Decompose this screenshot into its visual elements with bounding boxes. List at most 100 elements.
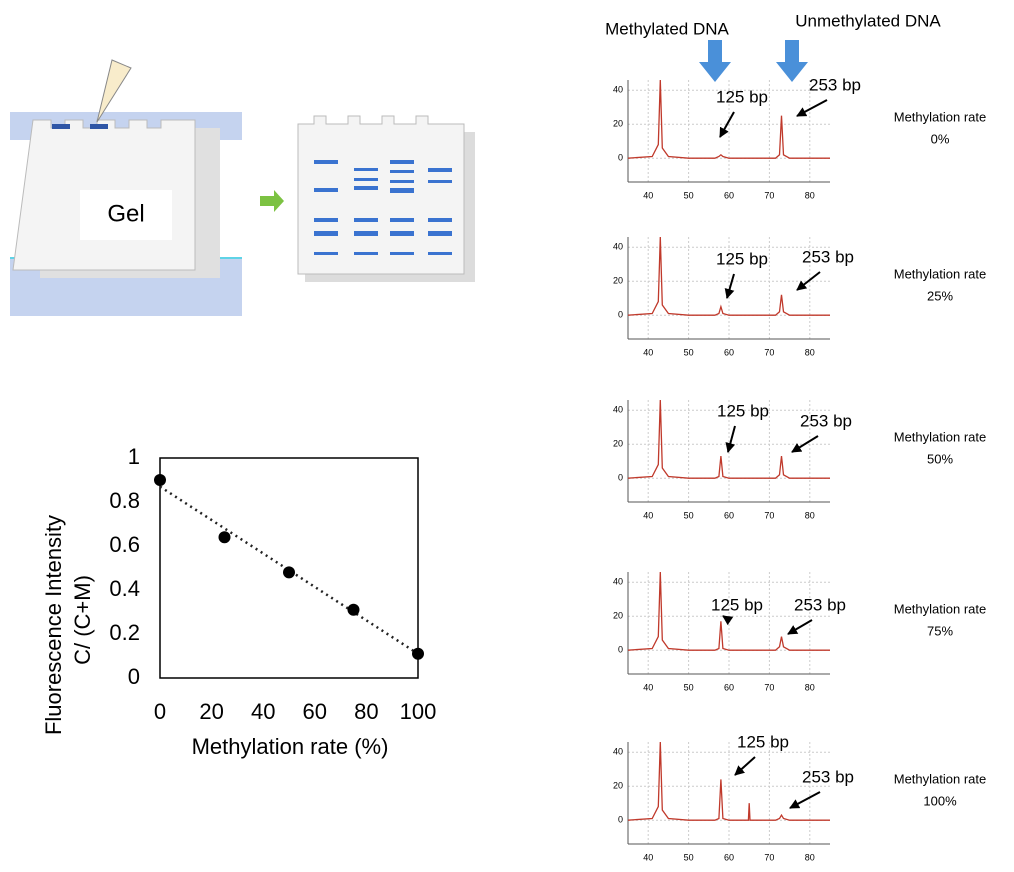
y-tick-label: 0.2 xyxy=(109,620,140,645)
x-tick-label: 40 xyxy=(643,852,653,862)
y-tick-label: 40 xyxy=(613,85,623,95)
y-tick-label: 0 xyxy=(618,153,623,163)
y-tick-label: 1 xyxy=(128,444,140,469)
y-axis-label: Fluorescence Intensity xyxy=(41,515,66,735)
side-label: 50% xyxy=(927,451,953,466)
x-tick-label: 40 xyxy=(643,347,653,357)
trace xyxy=(627,236,830,316)
y-tick-label: 40 xyxy=(613,577,623,587)
charts: 0 20 40 60 80 100 0 0.2 0.4 0.6 0.8 1 Methylation ra… xyxy=(41,75,986,862)
x-axis-label: Methylation rate (%) xyxy=(192,734,389,759)
y-tick-label: 0.6 xyxy=(109,532,140,557)
methylated-arrow xyxy=(699,40,731,82)
y-tick-label: 0.8 xyxy=(109,488,140,513)
gel-illustration: Gel xyxy=(10,59,475,316)
side-label: Methylation rate xyxy=(894,601,987,616)
y-tick-label: 0 xyxy=(618,310,623,320)
x-tick-label: 50 xyxy=(684,682,694,692)
x-tick-label: 70 xyxy=(764,852,774,862)
side-label: Methylation rate xyxy=(894,266,987,281)
trace xyxy=(627,79,830,159)
y-tick-label: 40 xyxy=(613,242,623,252)
peak-label: 125 bp xyxy=(711,595,763,614)
trace xyxy=(627,571,830,651)
x-tick-label: 100 xyxy=(400,699,437,724)
peak-label: 125 bp xyxy=(717,401,769,420)
peak-label: 125 bp xyxy=(716,87,768,106)
unmethylated-label: Unmethylated DNA xyxy=(795,11,941,30)
side-label: 75% xyxy=(927,623,953,638)
peak-arrow xyxy=(734,756,756,776)
peak-label: 253 bp xyxy=(800,411,852,430)
peak-label: 253 bp xyxy=(802,247,854,266)
y-tick-label: 0 xyxy=(618,645,623,655)
x-tick-label: 0 xyxy=(154,699,166,724)
y-tick-label: 20 xyxy=(613,611,623,621)
x-tick-label: 70 xyxy=(764,190,774,200)
y-tick-label: 20 xyxy=(613,119,623,129)
x-tick-label: 60 xyxy=(724,347,734,357)
peak-arrow xyxy=(796,99,828,117)
x-tick-label: 50 xyxy=(684,852,694,862)
plot-frame xyxy=(159,457,419,679)
y-tick-label: 0 xyxy=(128,664,140,689)
trace xyxy=(627,741,830,821)
x-tick-label: 70 xyxy=(764,510,774,520)
data-point xyxy=(283,566,295,579)
peak-label: 253 bp xyxy=(809,75,861,94)
side-label: Methylation rate xyxy=(894,109,987,124)
x-tick-label: 80 xyxy=(805,852,815,862)
peak-arrow xyxy=(724,273,735,299)
peak-arrow xyxy=(719,111,735,138)
x-tick-label: 40 xyxy=(643,682,653,692)
peak-arrow xyxy=(791,435,819,453)
x-tick-label: 60 xyxy=(724,190,734,200)
x-tick-label: 70 xyxy=(764,347,774,357)
x-tick-label: 40 xyxy=(251,699,275,724)
x-tick-label: 80 xyxy=(805,682,815,692)
x-tick-label: 60 xyxy=(724,510,734,520)
side-label: 100% xyxy=(923,793,957,808)
x-tick-label: 80 xyxy=(805,510,815,520)
y-tick-label: 0.4 xyxy=(109,576,140,601)
x-tick-label: 80 xyxy=(805,190,815,200)
peak-arrow xyxy=(796,271,821,291)
x-tick-label: 60 xyxy=(724,682,734,692)
y-tick-label: 0 xyxy=(618,473,623,483)
side-label: Methylation rate xyxy=(894,429,987,444)
data-point xyxy=(218,531,231,544)
x-tick-label: 40 xyxy=(643,190,653,200)
y-tick-label: 20 xyxy=(613,439,623,449)
methylated-label: Methylated DNA xyxy=(605,19,729,38)
x-tick-label: 80 xyxy=(354,699,378,724)
data-point xyxy=(154,474,166,486)
peak-arrow xyxy=(789,791,821,809)
x-tick-label: 40 xyxy=(643,510,653,520)
trace xyxy=(627,399,830,479)
x-tick-label: 70 xyxy=(764,682,774,692)
x-tick-label: 60 xyxy=(303,699,327,724)
x-tick-label: 20 xyxy=(199,699,223,724)
y-axis-label: C/ (C+M) xyxy=(70,575,95,665)
gel-label: Gel xyxy=(107,200,144,227)
data-point xyxy=(347,603,360,616)
y-tick-label: 40 xyxy=(613,747,623,757)
data-point xyxy=(412,647,424,660)
side-label: 0% xyxy=(931,131,950,146)
x-tick-label: 50 xyxy=(684,190,694,200)
peak-arrow xyxy=(787,619,813,635)
y-tick-label: 20 xyxy=(613,781,623,791)
peak-label: 125 bp xyxy=(737,732,789,751)
y-tick-label: 0 xyxy=(618,815,623,825)
peak-arrow xyxy=(725,425,736,453)
side-label: Methylation rate xyxy=(894,771,987,786)
peak-label: 253 bp xyxy=(794,595,846,614)
unmethylated-arrow xyxy=(776,40,808,82)
y-tick-label: 20 xyxy=(613,276,623,286)
x-tick-label: 60 xyxy=(724,852,734,862)
x-tick-label: 50 xyxy=(684,510,694,520)
y-tick-label: 40 xyxy=(613,405,623,415)
x-tick-label: 80 xyxy=(805,347,815,357)
peak-label: 125 bp xyxy=(716,249,768,268)
